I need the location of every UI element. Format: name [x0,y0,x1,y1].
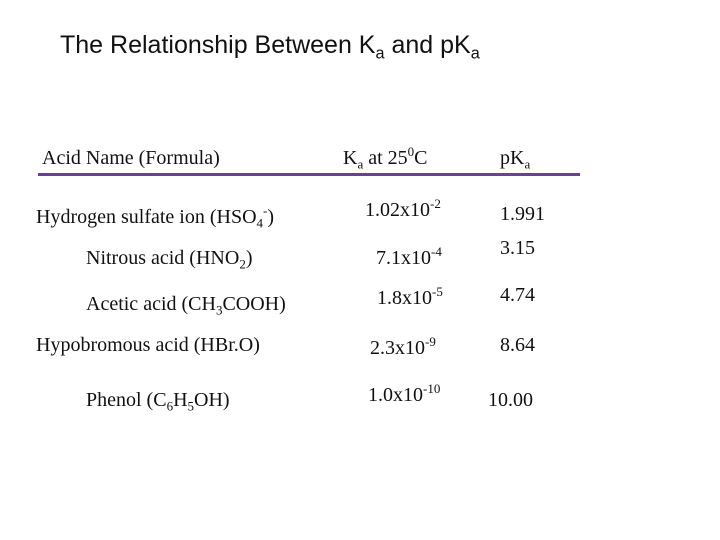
pka-value: 3.15 [500,237,535,259]
subscript: 4 [256,215,264,231]
superscript: -9 [425,334,436,350]
acid-name: Phenol (C6H5OH) [86,388,230,419]
superscript: 0 [407,144,415,160]
acid-name: Nitrous acid (HNO2) [86,246,252,277]
subscript: 5 [187,398,195,414]
acid-name: Acetic acid (CH3COOH) [86,292,286,323]
acid-name: Hypobromous acid (HBr.O) [36,333,260,357]
header-cell: Acid Name (Formula) [42,146,220,170]
text: The Relationship Between K [60,31,376,59]
header-cell: pKa [500,146,530,177]
text: COOH) [222,293,286,315]
text: ) [245,247,253,269]
ka-value: 7.1x10-4 [376,244,442,270]
text: pK [500,147,525,169]
text: 1.02x10 [365,199,430,221]
subscript: 3 [215,302,223,318]
superscript: - [263,203,268,219]
pka-value: 4.74 [500,284,535,306]
text: Nitrous acid (HNO [86,247,240,269]
subscript: 2 [239,256,246,272]
text: H [173,389,188,411]
header-rule [38,173,580,176]
pka-value: 1.991 [500,203,545,225]
text: Hypobromous acid (HBr.O) [36,334,260,356]
text: Phenol (C [86,389,167,411]
text: C [414,147,428,169]
pka-value: 8.64 [500,334,535,356]
superscript: -4 [431,244,442,260]
subscript: a [470,44,480,63]
ka-value: 1.8x10-5 [377,284,443,310]
text: ) [267,206,275,228]
pka-value: 10.00 [488,389,533,411]
acid-name: Hydrogen sulfate ion (HSO4-) [36,203,275,236]
text: OH) [194,389,230,411]
subscript: 6 [166,398,174,414]
text: 1.0x10 [368,384,423,406]
ka-value: 1.0x10-10 [368,381,441,407]
text: K [343,147,358,169]
subscript: a [524,156,531,172]
slide-title: The Relationship Between Ka and pKa [60,30,480,69]
ka-value: 1.02x10-2 [365,196,441,222]
ka-value: 2.3x10-9 [370,334,436,360]
text: 2.3x10 [370,337,425,359]
superscript: -2 [430,196,441,212]
text: Hydrogen sulfate ion (HSO [36,206,257,228]
superscript: -10 [423,381,441,397]
text: at 25 [363,147,408,169]
subscript: a [357,156,364,172]
text: 7.1x10 [376,247,431,269]
text: Acid Name (Formula) [42,147,220,169]
text: 1.8x10 [377,287,432,309]
superscript: -5 [432,284,443,300]
header-cell: Ka at 250C [343,144,428,177]
text: and pK [384,31,471,59]
text: Acetic acid (CH [86,293,216,315]
subscript: a [375,44,385,63]
